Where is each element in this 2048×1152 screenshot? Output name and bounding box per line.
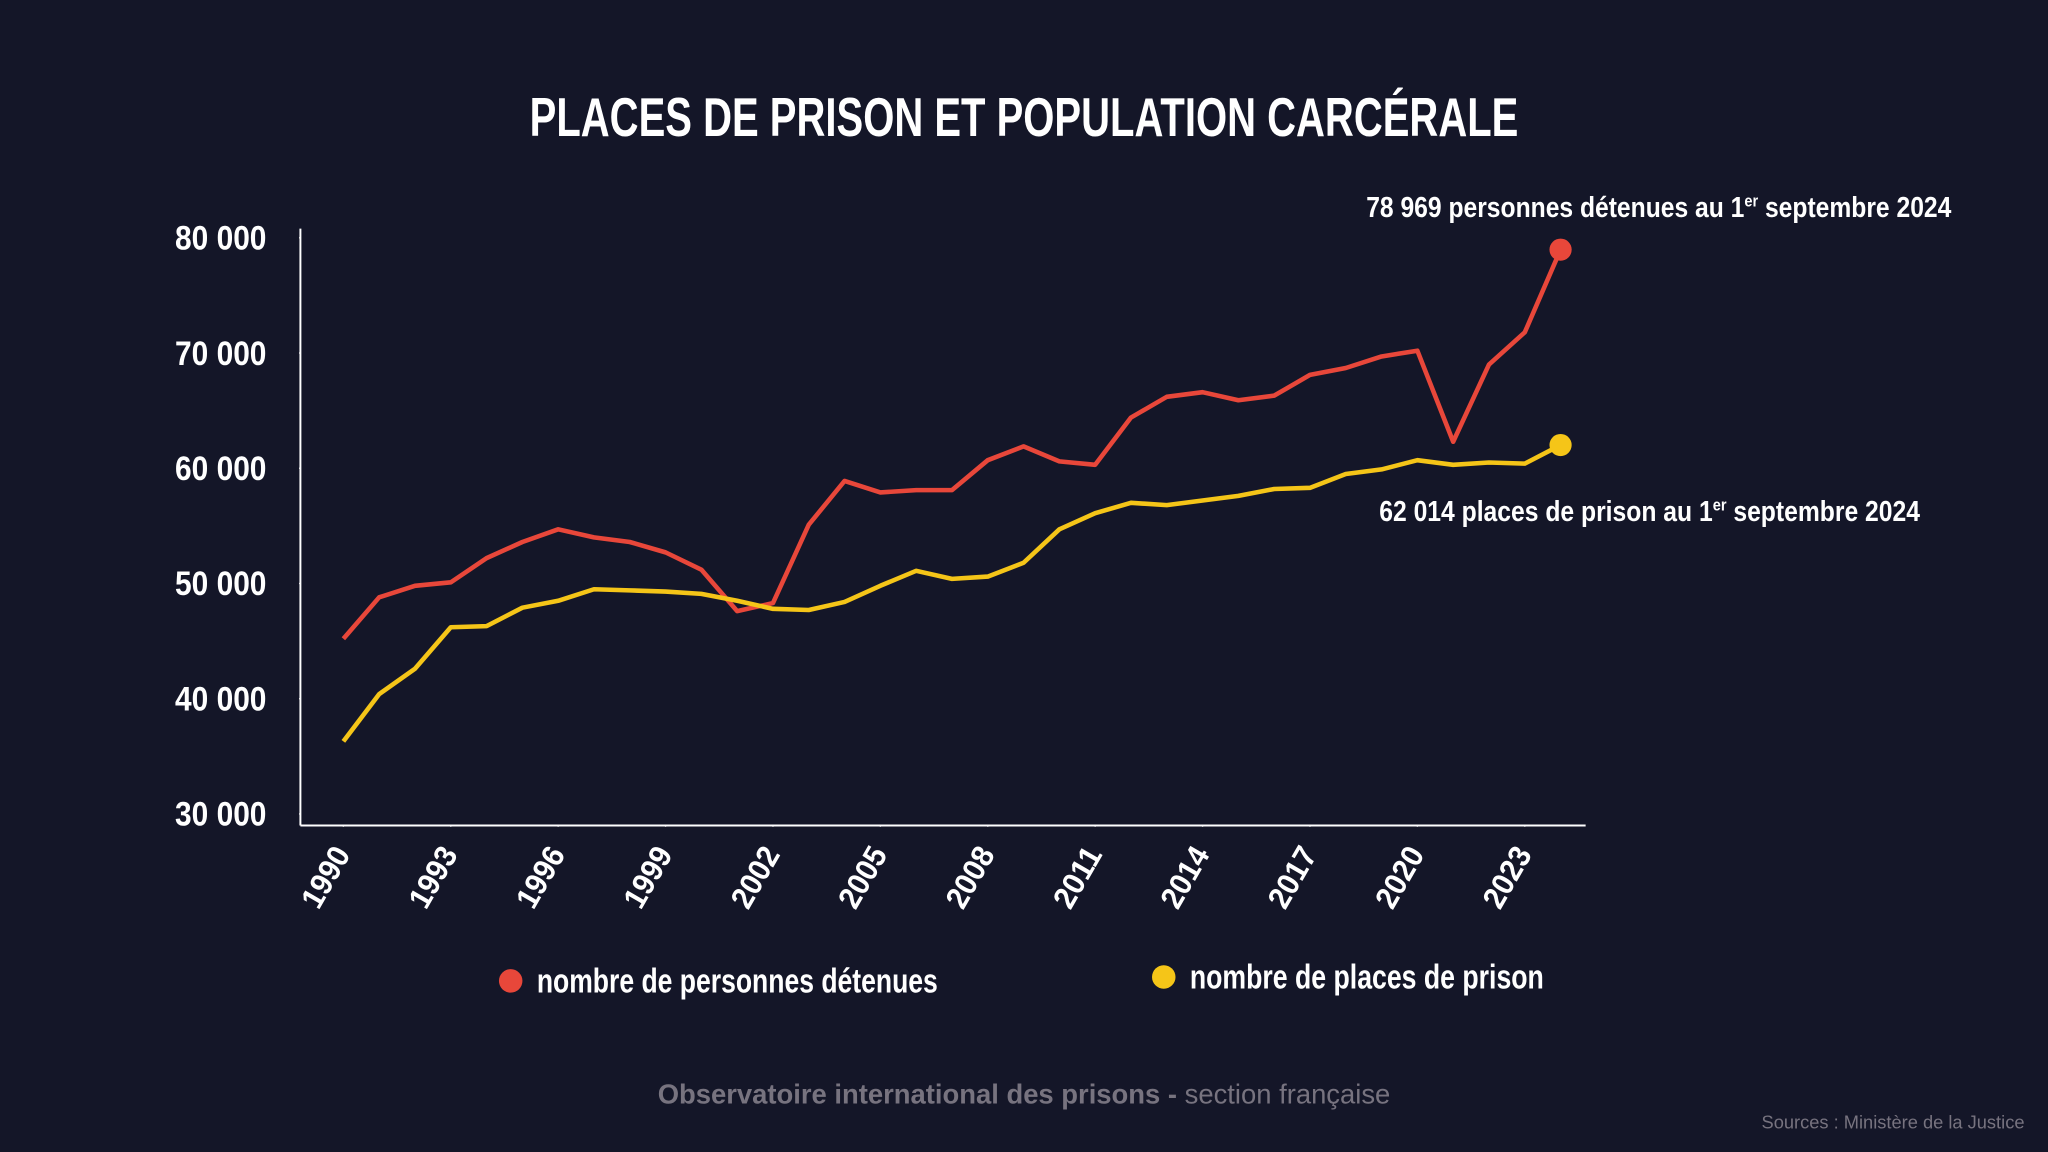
- legend-marker: [498, 969, 523, 993]
- annotation-sup: er: [1744, 191, 1758, 210]
- footer: Observatoire international des prisons -…: [658, 1079, 1391, 1110]
- end-dot: [1549, 238, 1572, 261]
- y-tick-label: 30 000: [175, 796, 266, 834]
- line: [341, 248, 1563, 641]
- annotation-text: septembre 2024: [1758, 192, 1951, 224]
- end-dot: [1549, 433, 1572, 457]
- footer-org: Observatoire international des prisons -: [658, 1079, 1177, 1110]
- y-tick-label: 70 000: [175, 335, 266, 373]
- chart-title: PLACES DE PRISON ET POPULATION CARCÉRALE: [530, 86, 1519, 148]
- legend-label: nombre de places de prison: [1190, 959, 1544, 997]
- legend-marker: [1152, 965, 1176, 989]
- y-tick-label: 50 000: [175, 565, 266, 603]
- y-tick-label: 60 000: [175, 450, 266, 488]
- y-tick-label: 80 000: [175, 220, 266, 258]
- annotation-text: 62 014 places de prison au 1: [1379, 496, 1712, 528]
- y-tick-label: 40 000: [175, 680, 266, 718]
- footer-section: section française: [1177, 1079, 1390, 1110]
- annotation: 62 014 places de prison au 1er septembre…: [1379, 496, 1920, 528]
- line: [341, 443, 1562, 743]
- annotation-text: septembre 2024: [1726, 496, 1920, 528]
- source: Sources : Ministère de la Justice: [1762, 1111, 2025, 1132]
- annotation-text: 78 969 personnes détenues au 1: [1366, 192, 1744, 224]
- annotation: 78 969 personnes détenues au 1er septemb…: [1366, 191, 1951, 223]
- annotation-sup: er: [1713, 496, 1727, 515]
- legend-label: nombre de personnes détenues: [537, 963, 938, 1001]
